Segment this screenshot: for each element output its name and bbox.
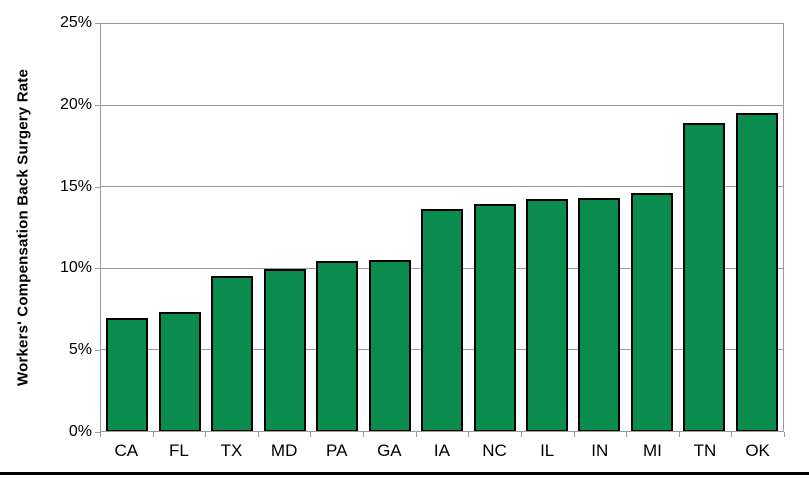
gridline-15pct (101, 186, 783, 188)
y-tick-mark (95, 350, 100, 352)
bar-slot-in (573, 23, 625, 431)
bars-container (101, 23, 783, 431)
bar-slot-ca (101, 23, 153, 431)
bar-slot-md (258, 23, 310, 431)
y-tick-mark (95, 268, 100, 270)
x-tick-label-pa: PA (326, 441, 348, 460)
y-tick-label: 0% (68, 423, 92, 440)
y-tick-mark (95, 432, 100, 433)
x-tick-mark (678, 432, 680, 437)
y-tick-label: 25% (59, 14, 92, 31)
x-tick-label-tx: TX (220, 441, 243, 460)
bar-slot-ga (363, 23, 415, 431)
bar-slot-mi (626, 23, 678, 431)
bar-slot-fl (153, 23, 205, 431)
x-tick-mark (626, 432, 628, 437)
x-tick-label-ok: OK (745, 441, 770, 460)
bar-tn (683, 122, 726, 431)
x-tick-label-nc: NC (482, 441, 507, 460)
y-tick-label: 5% (68, 341, 92, 359)
x-tick-mark (100, 432, 101, 437)
y-tick-label: 20% (59, 95, 92, 113)
y-tick-mark (95, 23, 100, 24)
plot-area (100, 23, 784, 432)
x-axis-tick-labels: CA FL TX MD PA GA IA NC IL IN MI TN OK (100, 441, 784, 461)
bar-slot-ok (731, 23, 783, 431)
x-tick-mark (573, 432, 575, 437)
gridline-20pct (101, 104, 783, 106)
y-axis-tick-labels: 25% 20% 15% 10% 5% 0% (0, 15, 92, 440)
bar-il (525, 199, 568, 431)
x-axis-ticks (100, 432, 785, 437)
bar-slot-il (521, 23, 573, 431)
bar-slot-pa (311, 23, 363, 431)
x-tick-label-md: MD (270, 441, 298, 460)
bar-in (578, 197, 621, 431)
bar-mi (630, 192, 673, 431)
bar-slot-tn (678, 23, 730, 431)
y-tick-mark (95, 104, 100, 106)
x-tick-mark (205, 432, 207, 437)
bar-slot-tx (206, 23, 258, 431)
bar-slot-nc (468, 23, 520, 431)
x-tick-mark (257, 432, 259, 437)
bar-pa (316, 261, 359, 431)
bar-nc (473, 204, 516, 431)
x-tick-mark (520, 432, 522, 437)
x-tick-mark (468, 432, 470, 437)
x-tick-label-il: IL (540, 441, 555, 460)
bar-slot-ia (416, 23, 468, 431)
bar-ok (735, 112, 778, 431)
gridline-25pct (101, 23, 783, 24)
x-tick-label-fl: FL (168, 441, 189, 460)
y-tick-label: 10% (59, 259, 92, 277)
x-tick-label-ga: GA (377, 441, 402, 460)
y-tick-mark (95, 186, 100, 188)
y-axis-ticks (95, 23, 100, 433)
y-tick-label: 15% (59, 177, 92, 195)
bar-tx (211, 275, 254, 431)
x-tick-label-ca: CA (114, 441, 139, 460)
x-tick-label-ia: IA (433, 441, 450, 460)
x-tick-label-mi: MI (642, 441, 662, 460)
x-tick-mark (363, 432, 365, 437)
x-tick-mark (731, 432, 733, 437)
bar-ca (106, 318, 149, 431)
x-tick-label-in: IN (591, 441, 609, 460)
x-tick-mark (784, 432, 785, 437)
x-tick-mark (152, 432, 154, 437)
x-tick-label-tn: TN (693, 441, 717, 460)
bar-fl (158, 311, 201, 431)
bar-md (263, 269, 306, 431)
bottom-border-rule (0, 472, 809, 475)
bar-ia (421, 209, 464, 431)
x-tick-mark (310, 432, 312, 437)
bar-ga (368, 259, 411, 431)
x-tick-mark (415, 432, 417, 437)
